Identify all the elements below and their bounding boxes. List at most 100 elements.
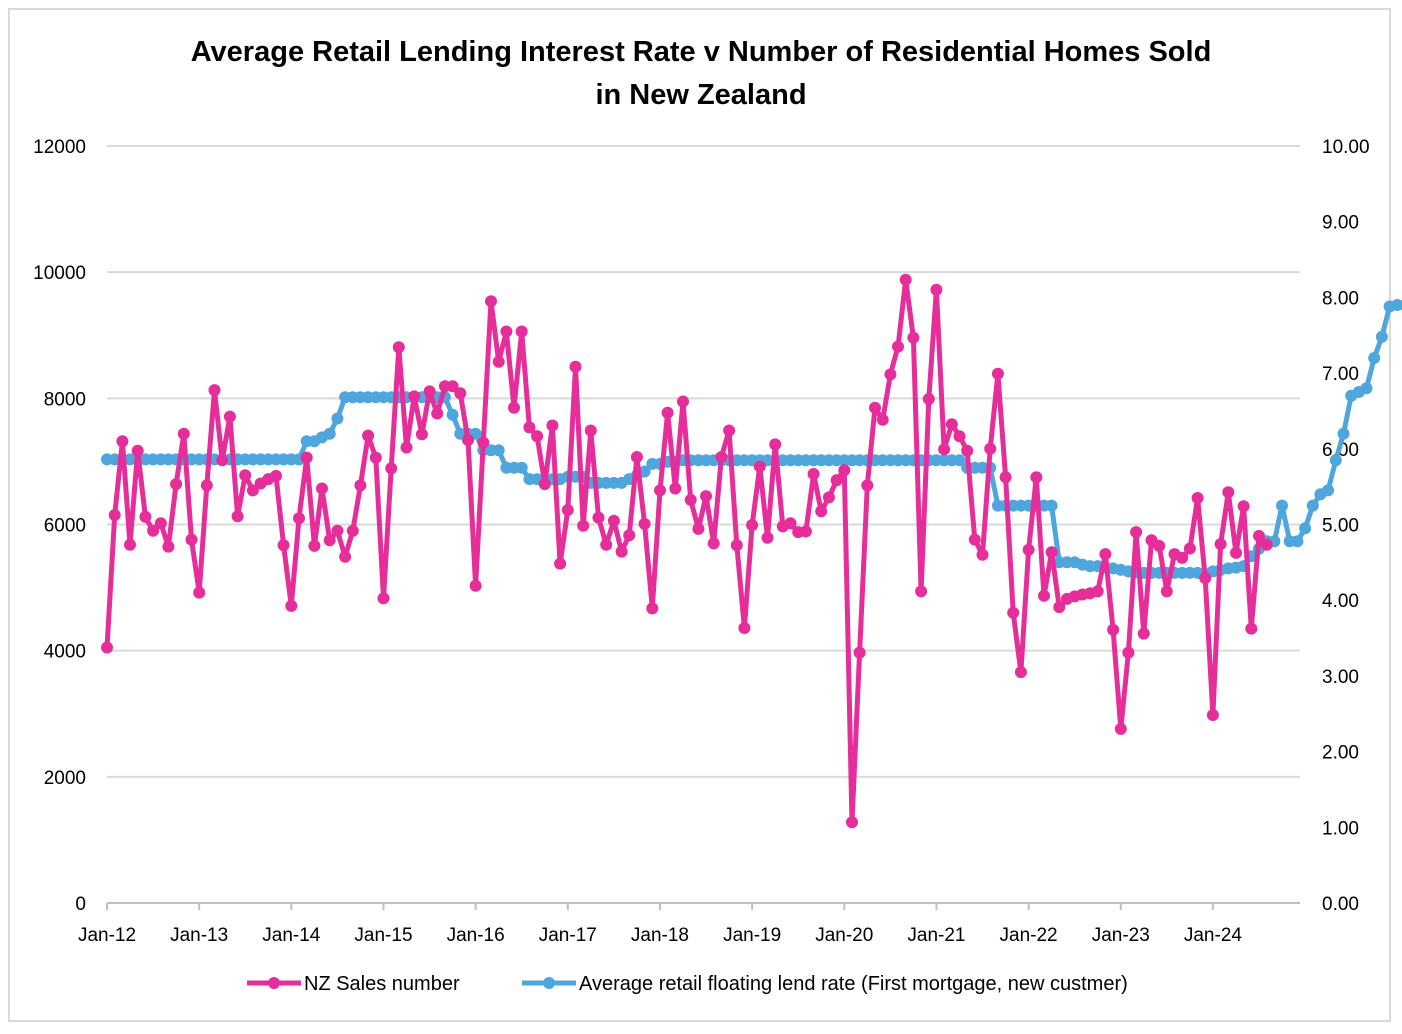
sales-point: [830, 474, 843, 487]
sales-point: [1260, 538, 1273, 551]
legend-sales-label: NZ Sales number: [304, 973, 460, 995]
sales-point: [600, 538, 613, 551]
sales-point: [369, 451, 382, 464]
y-right-tick-label: 10.00: [1322, 137, 1370, 158]
sales-point: [223, 410, 236, 423]
sales-point: [677, 395, 689, 408]
sales-point: [546, 419, 559, 432]
chart-frame: [8, 8, 1391, 1022]
sales-point: [607, 514, 620, 527]
sales-point: [577, 519, 590, 532]
sales-point: [1206, 709, 1219, 721]
sales-point: [538, 478, 551, 491]
sales-point: [316, 482, 328, 495]
sales-point: [730, 539, 743, 552]
chart-title-line1: Average Retail Lending Interest Rate v N…: [191, 36, 1212, 68]
sales-point: [1199, 572, 1212, 585]
sales-point: [515, 325, 528, 338]
sales-point: [861, 479, 874, 492]
sales-point: [1114, 722, 1127, 735]
sales-point: [354, 479, 367, 492]
sales-point: [1022, 543, 1035, 556]
rate-point: [1368, 352, 1381, 364]
rate-point: [1337, 427, 1350, 440]
sales-point: [991, 367, 1004, 380]
y-right-tick-label: 8.00: [1322, 288, 1359, 309]
axis-ticks: 0 2000 4000 6000 8000 10000 12000 0.00 1.00 2.00 3…: [33, 137, 1369, 946]
x-tick-label: Jan-23: [1092, 925, 1150, 946]
sales-point: [953, 430, 966, 443]
sales-point: [415, 428, 428, 441]
rate-point: [1045, 499, 1058, 512]
sales-point: [392, 341, 405, 354]
sales-point: [116, 435, 129, 448]
sales-point: [339, 550, 352, 563]
sales-point: [738, 622, 751, 634]
sales-point: [408, 390, 421, 403]
sales-point: [323, 534, 336, 547]
sales-point: [961, 444, 974, 457]
sales-point: [884, 368, 897, 381]
sales-point: [1099, 548, 1112, 561]
sales-point: [569, 360, 582, 373]
sales-point: [469, 579, 482, 592]
y-right-tick-label: 2.00: [1322, 743, 1359, 764]
sales-point: [999, 471, 1012, 484]
rate-point: [1322, 484, 1335, 497]
sales-point: [246, 484, 259, 497]
sales-point: [638, 517, 651, 530]
sales-point: [623, 529, 636, 542]
sales-point: [707, 537, 720, 550]
sales-point: [108, 509, 121, 521]
rate-point: [323, 427, 336, 440]
sales-point: [799, 525, 812, 538]
sales-point: [1183, 542, 1196, 555]
sales-point: [846, 816, 858, 829]
sales-point: [1245, 622, 1258, 635]
sales-point: [1007, 606, 1020, 619]
sales-point: [968, 533, 981, 546]
rate-point: [515, 461, 528, 474]
sales-point: [907, 331, 920, 344]
sales-point: [101, 641, 113, 654]
sales-point: [646, 602, 659, 615]
rate-point: [1375, 330, 1388, 343]
sales-point: [131, 444, 144, 457]
sales-point: [723, 424, 736, 437]
sales-point: [815, 505, 828, 518]
sales-point: [1030, 471, 1043, 484]
sales-point: [147, 524, 160, 537]
sales-point: [270, 469, 282, 482]
sales-point: [1122, 646, 1135, 659]
rate-point: [1391, 299, 1402, 311]
y-left-tick-label: 10000: [33, 263, 86, 284]
y-right-tick-label: 3.00: [1322, 667, 1359, 688]
gridlines: [106, 145, 1300, 910]
sales-point: [1222, 486, 1235, 499]
x-tick-label: Jan-20: [815, 925, 873, 946]
sales-point: [592, 511, 605, 524]
legend-rate-marker: [543, 977, 555, 989]
y-right-tick-label: 1.00: [1322, 818, 1359, 839]
sales-point: [485, 295, 497, 308]
sales-point: [446, 380, 459, 393]
sales-point: [293, 512, 305, 525]
sales-point: [200, 479, 213, 492]
y-left-tick-label: 8000: [44, 389, 86, 410]
sales-point: [869, 401, 881, 414]
sales-point: [462, 434, 474, 446]
sales-point: [938, 443, 951, 456]
rate-point: [1398, 299, 1402, 311]
y-left-tick-label: 0: [75, 894, 86, 915]
sales-point: [139, 510, 152, 523]
y-right-tick-label: 0.00: [1322, 894, 1359, 915]
sales-point: [177, 427, 190, 440]
sales-point: [231, 510, 244, 523]
sales-point: [915, 585, 928, 598]
sales-point: [185, 533, 198, 546]
sales-point: [239, 469, 252, 482]
sales-point: [385, 462, 398, 475]
x-tick-label: Jan-17: [539, 925, 597, 946]
sales-point: [853, 646, 866, 659]
sales-point: [945, 418, 958, 431]
